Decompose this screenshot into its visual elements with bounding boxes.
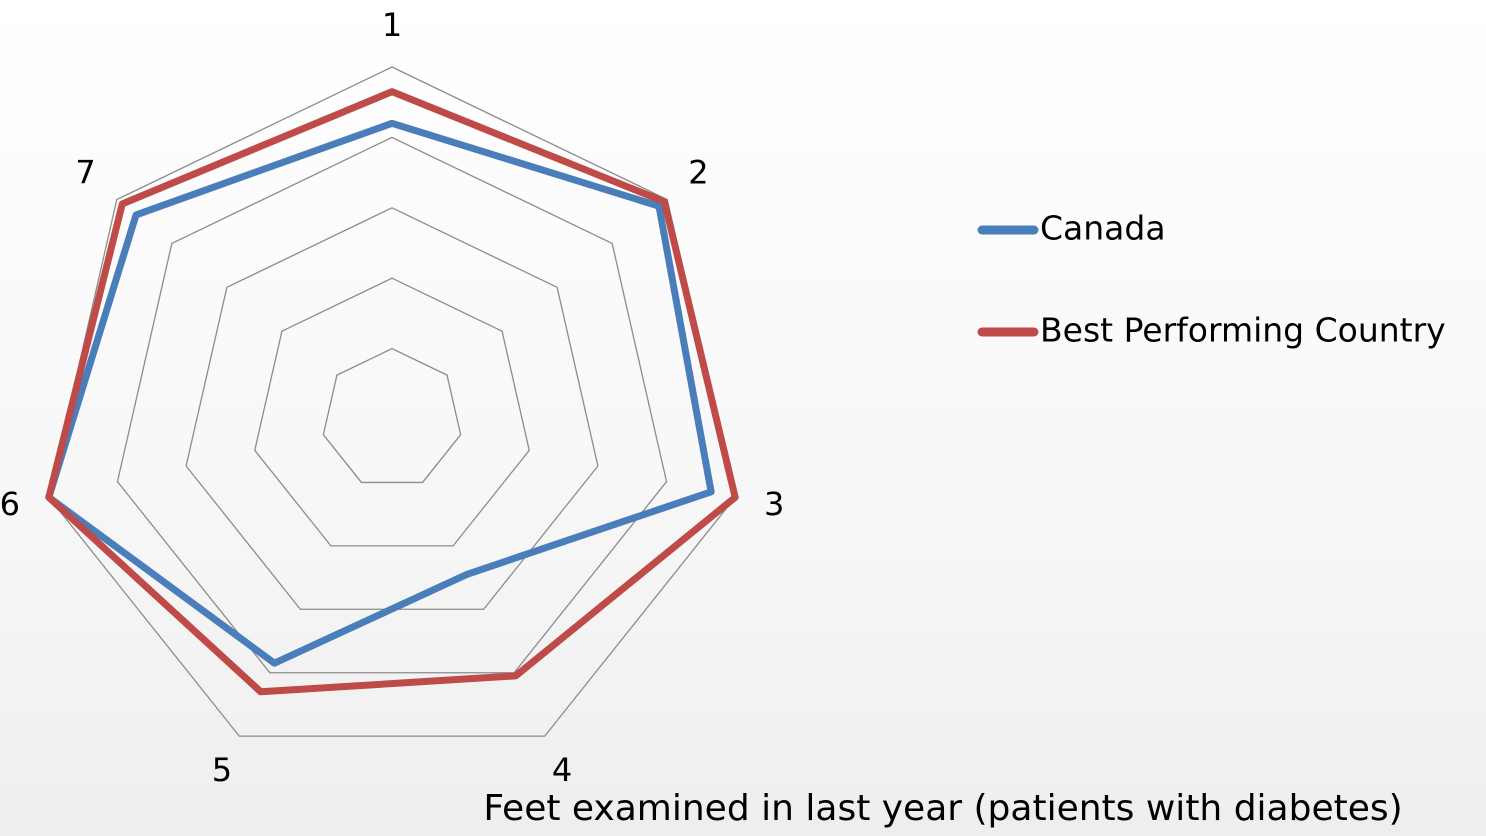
grid-ring — [48, 66, 736, 737]
category-label: 4 — [552, 751, 572, 789]
series-line — [45, 119, 715, 667]
category-label: 7 — [75, 154, 95, 192]
category-label: 1 — [382, 6, 402, 44]
category-label: 2 — [688, 154, 708, 192]
category-label: 6 — [0, 485, 20, 523]
legend-label: Canada — [1040, 209, 1166, 248]
grid-ring — [322, 347, 462, 484]
grid-ring — [254, 277, 530, 547]
grid-ring — [116, 136, 668, 674]
series-line — [45, 88, 739, 696]
category-label: 3 — [764, 485, 784, 523]
legend-label: Best Performing Country — [1040, 311, 1446, 350]
category-label: 5 — [212, 751, 232, 789]
chart-title: Feet examined in last year (patients wit… — [483, 788, 1402, 829]
